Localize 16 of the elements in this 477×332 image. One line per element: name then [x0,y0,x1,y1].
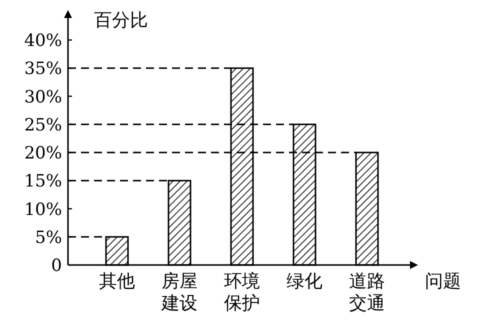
x-tick-label: 房屋建设 [160,271,198,314]
x-tick-label: 绿化 [286,271,322,292]
x-tick-label: 环境保护 [224,271,260,314]
y-tick-label: 40% [24,31,62,51]
y-tick-label: 5% [35,228,62,248]
y-tick-label: 20% [24,144,62,164]
y-tick-label: 10% [24,200,62,220]
x-axis-title: 问题 [425,271,461,292]
x-tick-label: 道路交通 [349,271,385,314]
y-axis-title: 百分比 [94,10,148,31]
y-tick-label: 0 [51,256,62,276]
y-tick-label: 15% [24,172,62,192]
y-tick-label: 35% [24,59,62,80]
y-tick-label: 30% [24,87,62,108]
x-tick-label: 其他 [99,271,135,292]
y-tick-label: 25% [24,115,62,136]
